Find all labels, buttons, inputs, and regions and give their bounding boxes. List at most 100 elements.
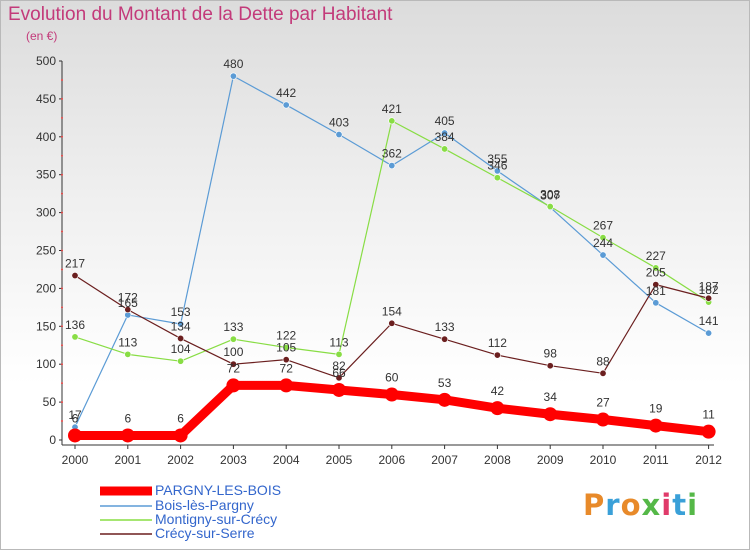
data-point (599, 251, 607, 259)
data-label: 19 (649, 402, 663, 416)
data-label: 205 (646, 266, 666, 280)
y-tick-label: 250 (36, 244, 56, 258)
data-point (596, 412, 610, 427)
data-point (493, 174, 501, 182)
data-label: 442 (276, 86, 296, 100)
data-point (71, 272, 79, 280)
data-label: 187 (699, 279, 719, 293)
y-minor-tick (61, 249, 63, 252)
data-point (652, 264, 660, 272)
data-label: 6 (72, 411, 79, 425)
y-minor-tick (61, 287, 63, 290)
x-tick-label: 2007 (431, 453, 458, 467)
data-label: 384 (435, 130, 455, 144)
data-point (599, 369, 607, 377)
y-tick-label: 50 (43, 395, 57, 409)
data-point (437, 392, 452, 407)
data-label: 307 (540, 188, 560, 202)
data-point (282, 101, 290, 109)
y-minor-tick (61, 78, 63, 81)
legend-label: Crécy-sur-Serre (155, 525, 255, 541)
data-label: 217 (65, 257, 85, 271)
data-label: 141 (699, 314, 719, 328)
data-point (490, 401, 505, 416)
data-point (177, 357, 185, 365)
x-tick-label: 2000 (62, 453, 89, 467)
data-point (388, 117, 396, 125)
data-point (282, 344, 290, 352)
data-label: 172 (118, 291, 138, 305)
data-label: 133 (223, 320, 243, 334)
legend-label: Bois-lès-Pargny (155, 497, 254, 513)
data-point (120, 428, 135, 443)
data-point (543, 407, 558, 422)
data-label: 346 (487, 159, 507, 173)
data-label: 88 (596, 354, 610, 368)
y-minor-tick (61, 401, 63, 404)
data-point (335, 350, 343, 358)
x-tick-label: 2011 (643, 453, 669, 467)
data-label: 362 (382, 147, 402, 161)
y-tick-label: 200 (36, 281, 56, 295)
data-point (335, 374, 343, 382)
data-point (546, 362, 554, 370)
data-label: 227 (646, 249, 666, 263)
y-minor-tick (61, 230, 63, 233)
y-minor-tick (61, 344, 63, 347)
data-point (229, 72, 237, 80)
data-label: 98 (544, 347, 558, 361)
data-label: 154 (382, 304, 402, 318)
data-label: 34 (544, 390, 558, 404)
data-point (124, 350, 132, 358)
data-label: 267 (593, 219, 613, 233)
data-label: 6 (177, 411, 184, 425)
y-tick-label: 450 (36, 92, 56, 106)
data-label: 153 (171, 305, 191, 319)
x-tick-label: 2006 (378, 453, 405, 467)
chart-title: Evolution du Montant de la Dette par Hab… (8, 4, 393, 25)
y-tick-label: 100 (36, 357, 56, 371)
data-label: 60 (385, 371, 399, 385)
chart-unit-label: (en €) (26, 29, 58, 43)
data-label: 104 (171, 342, 191, 356)
data-label: 165 (118, 296, 138, 310)
y-minor-tick (61, 211, 63, 214)
x-tick-label: 2012 (695, 453, 722, 467)
data-point (282, 356, 290, 364)
x-tick-label: 2001 (114, 453, 141, 467)
data-label: 100 (223, 345, 243, 359)
data-label: 72 (280, 361, 294, 375)
data-label: 181 (646, 284, 666, 298)
data-point (546, 203, 554, 211)
data-point (226, 378, 241, 393)
y-tick-label: 150 (36, 319, 56, 333)
data-label: 112 (488, 336, 507, 350)
y-minor-tick (61, 363, 63, 366)
data-label: 27 (596, 396, 610, 410)
data-point (441, 129, 449, 137)
data-label: 11 (702, 408, 715, 422)
data-label: 405 (435, 114, 455, 128)
data-label: 133 (435, 320, 455, 334)
data-point (441, 145, 449, 153)
data-label: 105 (276, 341, 296, 355)
data-point (652, 299, 660, 307)
proxiti-logo: Proxiti (583, 488, 698, 522)
x-tick-label: 2002 (167, 453, 194, 467)
data-point (705, 294, 713, 302)
logo-letter: P (583, 488, 606, 522)
y-minor-tick (61, 135, 63, 138)
data-label: 53 (438, 376, 452, 390)
data-point (701, 424, 716, 439)
data-point (68, 428, 82, 443)
data-label: 134 (171, 319, 191, 333)
data-label: 355 (487, 152, 507, 166)
data-point (493, 351, 501, 359)
x-tick-label: 2005 (326, 453, 353, 467)
data-label: 17 (68, 408, 82, 422)
y-tick-label: 300 (36, 206, 56, 220)
x-tick-label: 2004 (273, 453, 300, 467)
data-point (229, 335, 237, 343)
logo-letter: x (641, 488, 662, 522)
